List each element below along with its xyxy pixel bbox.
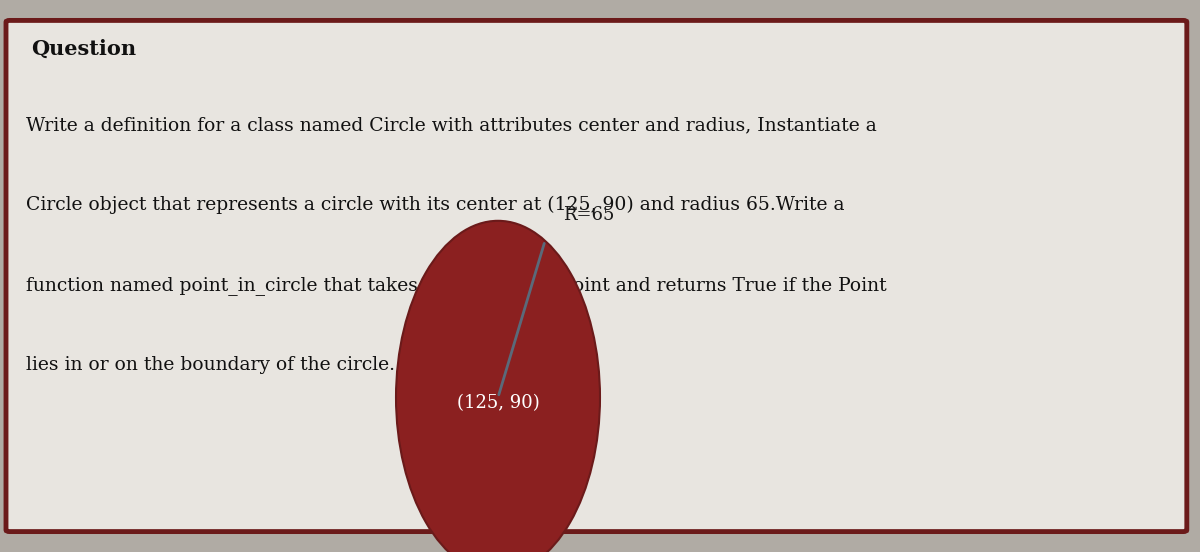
Text: function named point_in_circle that takes a Circle and a Point and returns True : function named point_in_circle that take… [26,276,887,295]
Text: Circle object that represents a circle with its center at (125, 90) and radius 6: Circle object that represents a circle w… [26,196,845,214]
Text: (125, 90): (125, 90) [457,394,539,412]
Text: R=65: R=65 [563,206,614,224]
FancyBboxPatch shape [6,20,1187,532]
Text: Write a definition for a class named Circle with attributes center and radius, I: Write a definition for a class named Cir… [26,116,877,134]
Text: Question: Question [31,39,137,59]
Text: lies in or on the boundary of the circle.: lies in or on the boundary of the circle… [26,356,396,374]
Ellipse shape [396,221,600,552]
